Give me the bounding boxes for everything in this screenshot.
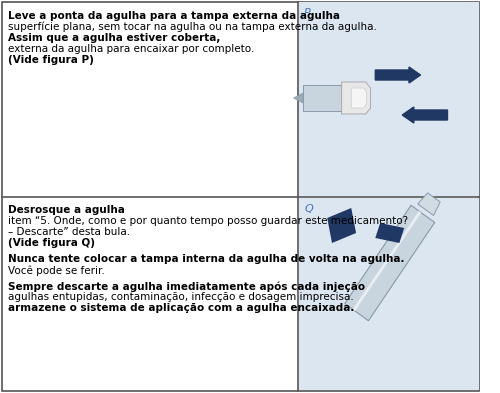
- Text: – Descarte” desta bula.: – Descarte” desta bula.: [8, 227, 130, 237]
- Text: item “5. Onde, como e por quanto tempo posso guardar este medicamento?: item “5. Onde, como e por quanto tempo p…: [8, 216, 408, 226]
- Polygon shape: [352, 88, 366, 108]
- Text: Leve a ponta da agulha para a tampa externa da agulha: Leve a ponta da agulha para a tampa exte…: [8, 11, 340, 21]
- Text: Q: Q: [304, 204, 313, 214]
- Text: P: P: [304, 8, 311, 18]
- Polygon shape: [342, 82, 370, 114]
- Text: Assim que a agulha estiver coberta,: Assim que a agulha estiver coberta,: [8, 33, 220, 43]
- Text: Nunca tente colocar a tampa interna da agulha de volta na agulha.: Nunca tente colocar a tampa interna da a…: [8, 254, 404, 264]
- Text: superfície plana, sem tocar na agulha ou na tampa externa da agulha.: superfície plana, sem tocar na agulha ou…: [8, 22, 376, 33]
- Polygon shape: [294, 93, 303, 103]
- Polygon shape: [376, 223, 404, 243]
- Polygon shape: [303, 85, 342, 111]
- Text: Sempre descarte a agulha imediatamente após cada injeção: Sempre descarte a agulha imediatamente a…: [8, 281, 365, 292]
- Polygon shape: [327, 208, 356, 243]
- Text: Desrosque a agulha: Desrosque a agulha: [8, 205, 124, 215]
- Text: (Vide figura Q): (Vide figura Q): [8, 238, 94, 248]
- Polygon shape: [352, 211, 422, 311]
- Polygon shape: [418, 193, 440, 215]
- Text: (Vide figura P): (Vide figura P): [8, 55, 94, 65]
- Bar: [300, 198, 480, 390]
- Text: armazene o sistema de aplicação com a agulha encaixada.: armazene o sistema de aplicação com a ag…: [8, 303, 354, 313]
- Text: Você pode se ferir.: Você pode se ferir.: [8, 265, 104, 275]
- Text: externa da agulha para encaixar por completo.: externa da agulha para encaixar por comp…: [8, 44, 254, 54]
- Polygon shape: [345, 205, 434, 321]
- FancyArrow shape: [402, 107, 448, 123]
- FancyArrow shape: [376, 67, 420, 83]
- Text: agulhas entupidas, contaminação, infecção e dosagem imprecisa.: agulhas entupidas, contaminação, infecçã…: [8, 292, 356, 302]
- Bar: [300, 2, 480, 196]
